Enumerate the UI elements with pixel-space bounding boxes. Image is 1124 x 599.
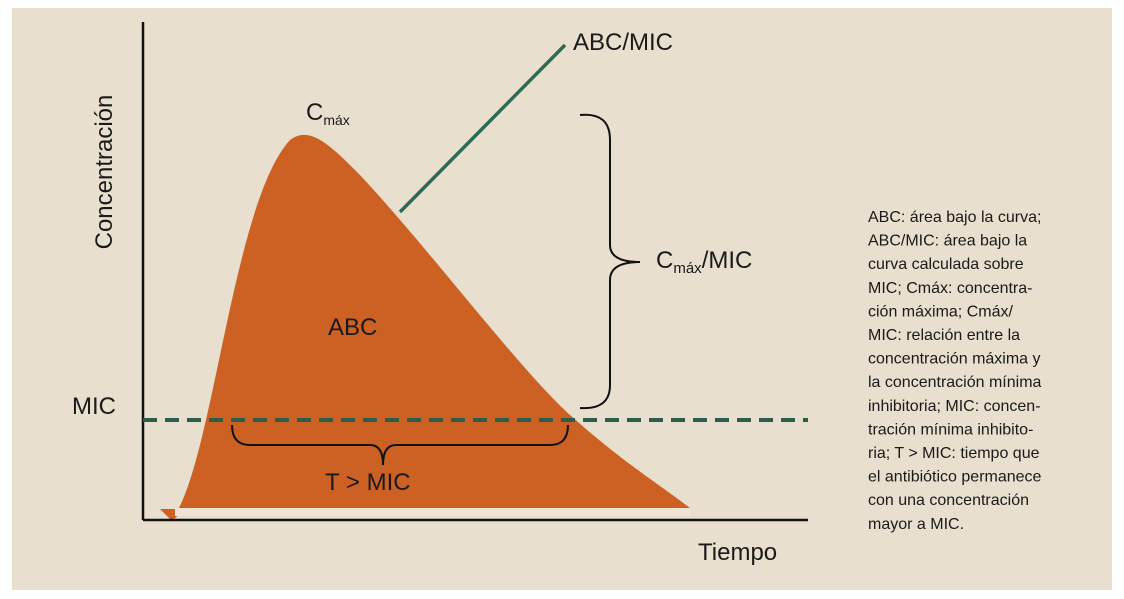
caption-line: ABC: área bajo la curva; — [868, 209, 1041, 226]
cmax-mic-main: C — [656, 247, 673, 274]
mic-label: MIC — [72, 393, 116, 420]
cmax-mic-rest: /MIC — [702, 247, 753, 274]
caption-line: MIC: relación entre la — [868, 327, 1020, 344]
caption-line: concentración máxima y — [868, 351, 1041, 368]
baseline-strip — [175, 508, 690, 516]
caption-line: la concentración mínima — [868, 374, 1042, 391]
caption-line: inhibitoria; MIC: concen- — [868, 398, 1041, 415]
t-mic-bracket — [231, 424, 569, 466]
cmax-main: C — [306, 99, 323, 126]
caption-line: ABC/MIC: área bajo la — [868, 233, 1027, 250]
caption-line: ción máxima; Cmáx/ — [868, 303, 1013, 320]
abc-label: ABC — [328, 314, 377, 341]
abc-mic-label: ABC/MIC — [573, 29, 673, 56]
caption-line: curva calculada sobre — [868, 256, 1024, 273]
caption-line: con una concentración — [868, 492, 1029, 509]
cmax-sub: máx — [323, 112, 349, 128]
caption-line: ria; T > MIC: tiempo que — [868, 445, 1040, 462]
cmax-mic-sub: máx — [673, 260, 702, 277]
cmax-label: Cmáx — [306, 99, 350, 128]
cmax-mic-label: Cmáx/MIC — [656, 247, 752, 277]
cmax-bracket — [579, 113, 641, 410]
curve-area — [178, 134, 690, 510]
caption-line: mayor a MIC. — [868, 516, 964, 533]
caption-line: el antibiótico permanece — [868, 469, 1042, 486]
x-axis-label: Tiempo — [698, 539, 777, 566]
caption: ABC: área bajo la curva; ABC/MIC: área ba… — [868, 209, 1042, 533]
abc-mic-pointer — [398, 43, 567, 214]
caption-line: tración mínima inhibito- — [868, 421, 1033, 438]
caption-line: MIC; Cmáx: concentra- — [868, 280, 1032, 297]
t-mic-label: T > MIC — [325, 469, 411, 496]
y-axis-label: Concentración — [91, 95, 118, 250]
